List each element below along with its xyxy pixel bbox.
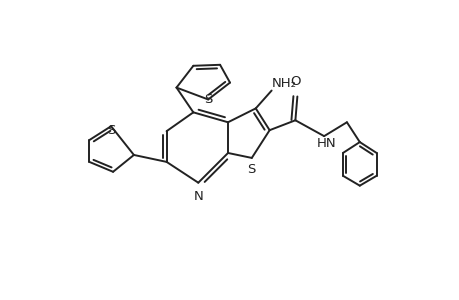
Text: N: N <box>193 190 203 202</box>
Text: S: S <box>204 93 212 106</box>
Text: S: S <box>106 124 115 137</box>
Text: NH₂: NH₂ <box>271 77 296 90</box>
Text: HN: HN <box>317 136 336 150</box>
Text: O: O <box>290 75 300 88</box>
Text: S: S <box>247 163 255 176</box>
